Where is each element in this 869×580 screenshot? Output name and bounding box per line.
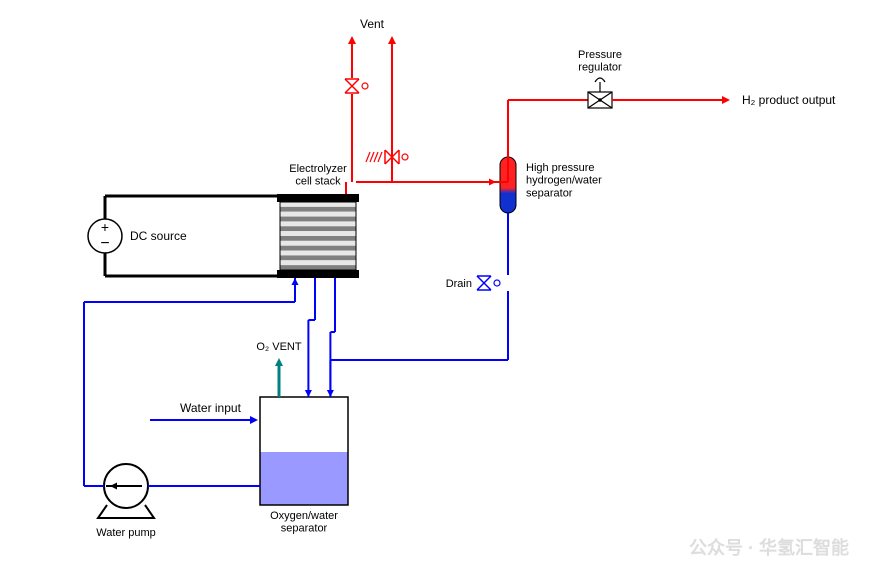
- water-input-label: Water input: [180, 401, 242, 415]
- ox-separator-label: Oxygen/waterseparator: [270, 510, 338, 535]
- svg-text:−: −: [100, 235, 109, 252]
- electrolyzer-label: Electrolyzercell stack: [289, 163, 347, 188]
- hp-separator-label: High pressurehydrogen/waterseparator: [526, 162, 602, 199]
- o2-vent-label: O₂ VENT: [256, 341, 302, 353]
- dc-source-label: DC source: [130, 229, 187, 243]
- vent-label: Vent: [360, 17, 385, 31]
- drain-label: Drain: [446, 278, 472, 290]
- svg-text:+: +: [101, 219, 109, 235]
- pressure-regulator-label: Pressureregulator: [578, 49, 622, 74]
- water-pump-label: Water pump: [96, 527, 156, 539]
- h2-output-label: H₂ product output: [742, 93, 836, 107]
